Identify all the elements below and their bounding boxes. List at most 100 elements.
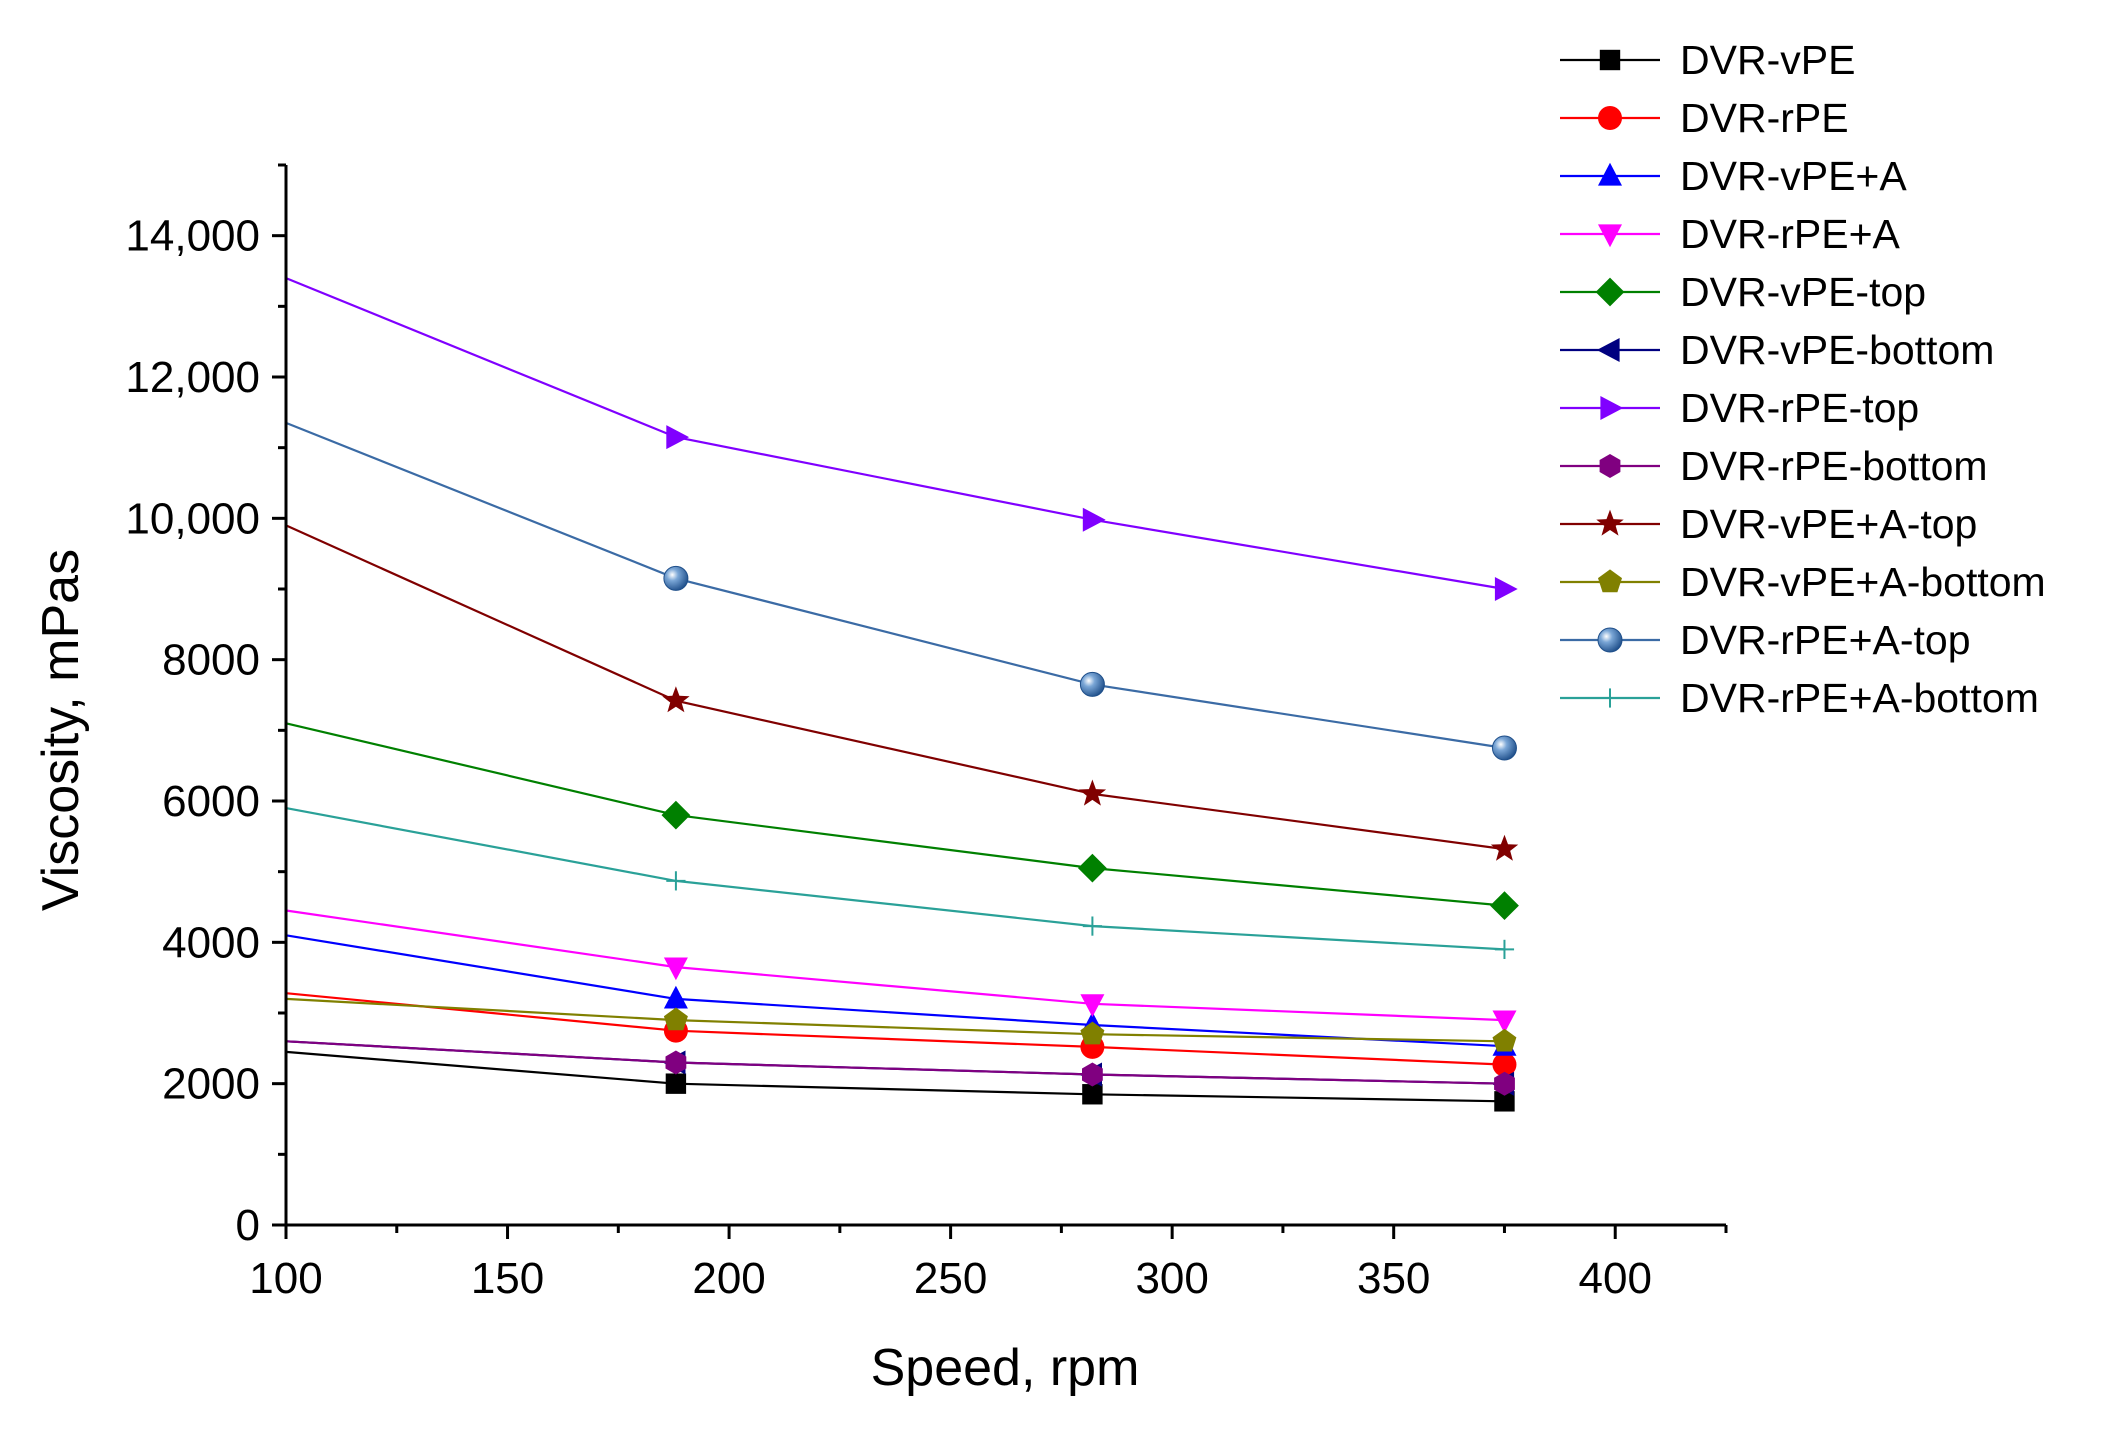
data-point — [1494, 1071, 1515, 1096]
y-tick-label: 2000 — [162, 1060, 260, 1109]
series-DVR-vPE — [285, 1050, 1515, 1112]
legend-item: DVR-vPE — [1560, 37, 1855, 83]
data-point — [1491, 735, 1517, 761]
legend-label: DVR-vPE-top — [1680, 269, 1926, 315]
legend-marker — [1598, 106, 1622, 130]
series-line — [285, 1040, 1505, 1085]
data-point — [1080, 994, 1105, 1017]
legend-marker — [1600, 396, 1624, 420]
x-tick-label: 400 — [1579, 1254, 1652, 1303]
data-point — [1080, 1021, 1105, 1045]
series-line — [285, 997, 1505, 1043]
series-line — [285, 909, 1505, 1022]
data-point — [1082, 916, 1102, 936]
legend-label: DVR-rPE+A-bottom — [1680, 675, 2039, 721]
data-point — [1494, 577, 1518, 601]
legend-marker — [1598, 224, 1622, 248]
y-tick-label: 10,000 — [125, 494, 260, 543]
series-line — [285, 992, 1505, 1066]
legend-marker — [1596, 509, 1624, 536]
series-DVR-vPE+A-bottom — [285, 997, 1517, 1052]
legend: DVR-vPE DVR-rPE DVR-vPE+A DVR-rPE+A DVR-vPE-… — [1560, 37, 2046, 721]
legend-label: DVR-rPE — [1680, 95, 1849, 141]
legend-marker — [1595, 277, 1625, 307]
legend-item: DVR-vPE+A-bottom — [1560, 559, 2046, 605]
series-line — [285, 277, 1505, 591]
legend-label: DVR-vPE+A — [1680, 153, 1907, 199]
legend-marker — [1596, 338, 1620, 362]
series-line — [285, 722, 1505, 907]
series-DVR-vPE-top — [285, 722, 1519, 920]
data-point — [1494, 1091, 1515, 1112]
y-tick-label: 12,000 — [125, 353, 260, 402]
data-point — [1078, 779, 1107, 806]
series-line — [285, 1050, 1505, 1103]
legend-label: DVR-vPE+A-top — [1680, 501, 1977, 547]
legend-label: DVR-rPE+A — [1680, 211, 1901, 257]
axes: 100 150 200 250 300 350 4000200040006000800010… — [125, 163, 1728, 1303]
legend-marker — [1598, 569, 1622, 593]
data-point — [661, 800, 691, 830]
legend-item: DVR-rPE — [1560, 95, 1849, 141]
legend-item: DVR-vPE-bottom — [1560, 327, 1994, 373]
legend-item: DVR-vPE-top — [1560, 269, 1926, 315]
x-tick-label: 100 — [249, 1254, 322, 1303]
series-line — [285, 421, 1505, 750]
data-point — [1082, 1062, 1103, 1087]
legend-label: DVR-vPE+A-bottom — [1680, 559, 2046, 605]
y-tick-label: 0 — [236, 1201, 260, 1250]
series-DVR-rPE+A — [285, 909, 1517, 1034]
legend-marker — [1599, 454, 1621, 478]
legend-marker — [1597, 627, 1623, 653]
data-point — [1490, 834, 1519, 861]
x-tick-label: 200 — [692, 1254, 765, 1303]
series-DVR-rPE-bottom — [285, 1040, 1515, 1096]
data-point — [666, 871, 686, 891]
y-tick-label: 8000 — [162, 636, 260, 685]
legend-item: DVR-rPE+A-top — [1560, 617, 1971, 663]
legend-label: DVR-rPE-bottom — [1680, 443, 1988, 489]
data-point — [666, 425, 690, 450]
data-point — [662, 686, 690, 713]
legend-label: DVR-vPE — [1680, 37, 1855, 83]
y-tick-label: 14,000 — [125, 212, 260, 261]
series-DVR-rPE-top — [285, 277, 1518, 601]
data-point — [1492, 1010, 1517, 1034]
legend-marker — [1600, 688, 1620, 708]
legend-item: DVR-vPE+A — [1560, 153, 1907, 199]
x-tick-label: 350 — [1357, 1254, 1430, 1303]
x-tick-label: 150 — [471, 1254, 544, 1303]
data-point — [1082, 507, 1106, 532]
data-point — [1082, 1084, 1103, 1105]
legend-marker — [1599, 49, 1621, 71]
y-tick-label: 4000 — [162, 918, 260, 967]
data-point — [663, 565, 689, 591]
legend-label: DVR-rPE+A-top — [1680, 617, 1971, 663]
data-point — [665, 1050, 687, 1075]
data-point — [1079, 671, 1105, 697]
legend-label: DVR-rPE-top — [1680, 385, 1919, 431]
y-tick-label: 6000 — [162, 777, 260, 826]
x-tick-label: 300 — [1135, 1254, 1208, 1303]
data-point — [1078, 853, 1107, 883]
series-DVR-rPE+A-top — [285, 421, 1517, 761]
data-point — [663, 1007, 688, 1031]
data-point — [1490, 891, 1519, 920]
series-DVR-rPE — [285, 992, 1517, 1077]
plot-area — [285, 277, 1519, 1112]
series-line — [285, 524, 1505, 851]
series-DVR-rPE+A-bottom — [285, 807, 1515, 959]
x-axis-title: Speed, rpm — [871, 1339, 1140, 1397]
series-line — [285, 934, 1505, 1048]
legend-item: DVR-rPE+A — [1560, 211, 1901, 257]
series-line — [285, 807, 1505, 951]
data-point — [665, 1073, 687, 1094]
data-point — [1494, 939, 1515, 959]
series-DVR-vPE+A-top — [285, 524, 1519, 861]
legend-label: DVR-vPE-bottom — [1680, 327, 1994, 373]
legend-item: DVR-rPE-top — [1560, 385, 1919, 431]
data-point — [663, 985, 688, 1009]
legend-item: DVR-rPE+A-bottom — [1560, 675, 2039, 721]
